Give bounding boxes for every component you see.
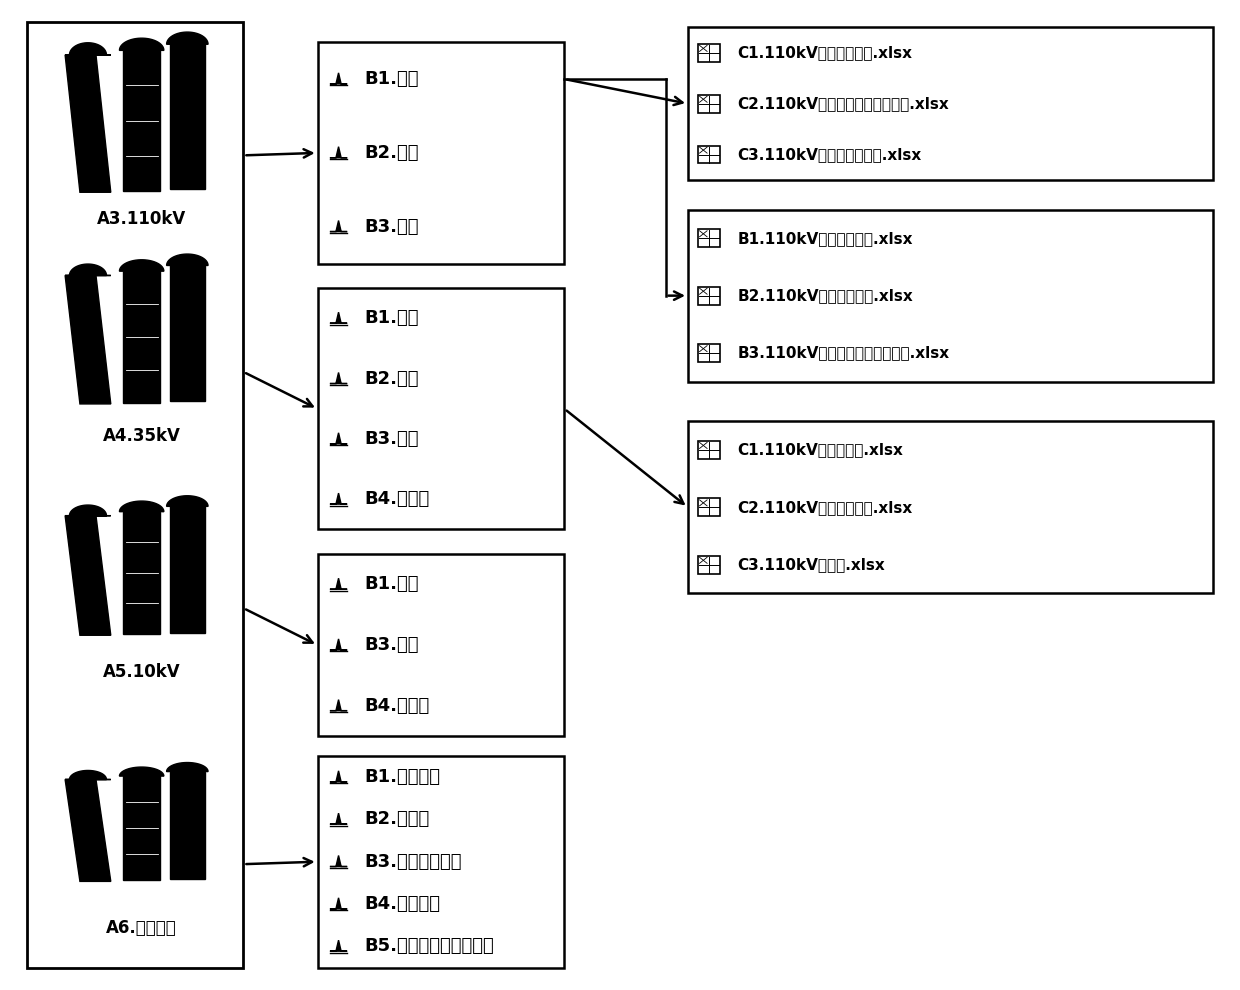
Text: B2.110kV双绕组变压器.xlsx: B2.110kV双绕组变压器.xlsx — [738, 288, 913, 303]
Polygon shape — [66, 275, 110, 404]
Bar — [698, 287, 720, 305]
Text: A4.35kV: A4.35kV — [103, 427, 181, 445]
Polygon shape — [330, 771, 347, 782]
Polygon shape — [170, 265, 205, 401]
Text: B1.线路: B1.线路 — [365, 70, 419, 88]
Polygon shape — [123, 50, 160, 191]
Polygon shape — [66, 264, 110, 275]
Polygon shape — [170, 45, 205, 189]
Bar — [688, 421, 1213, 593]
Polygon shape — [119, 259, 164, 271]
Polygon shape — [166, 32, 208, 45]
Polygon shape — [166, 254, 208, 265]
Text: B1.线路: B1.线路 — [365, 575, 419, 593]
Text: C1.110kV内桥断路器.xlsx: C1.110kV内桥断路器.xlsx — [738, 443, 903, 457]
Polygon shape — [330, 312, 347, 324]
Bar — [317, 554, 564, 737]
Bar — [698, 44, 720, 61]
Text: B2.主变: B2.主变 — [365, 369, 419, 388]
Bar — [688, 210, 1213, 382]
Polygon shape — [330, 700, 347, 711]
Polygon shape — [330, 855, 347, 866]
Polygon shape — [119, 39, 164, 50]
Text: B3.母线: B3.母线 — [365, 218, 419, 236]
Text: B1.110kV三绕组变压器.xlsx: B1.110kV三绕组变压器.xlsx — [738, 231, 913, 246]
Polygon shape — [66, 43, 110, 55]
Bar — [317, 756, 564, 967]
Polygon shape — [330, 813, 347, 825]
Polygon shape — [330, 221, 347, 232]
Text: B5.小电流接地选线装置: B5.小电流接地选线装置 — [365, 938, 495, 955]
Text: B3.低频低压减载: B3.低频低压减载 — [365, 852, 463, 871]
Text: A3.110kV: A3.110kV — [97, 210, 186, 229]
Polygon shape — [330, 147, 347, 157]
Text: A5.10kV: A5.10kV — [103, 663, 181, 681]
Bar — [698, 230, 720, 248]
Polygon shape — [66, 505, 110, 516]
Polygon shape — [170, 771, 205, 879]
Text: C3.110kV单母线.xlsx: C3.110kV单母线.xlsx — [738, 557, 885, 572]
Polygon shape — [123, 776, 160, 880]
Bar — [317, 43, 564, 263]
Polygon shape — [166, 762, 208, 771]
Bar — [698, 345, 720, 362]
Bar — [27, 23, 243, 967]
Polygon shape — [66, 55, 110, 192]
Text: B3.母线: B3.母线 — [365, 637, 419, 654]
Text: B3.110kV内桥接线三绕组变压器.xlsx: B3.110kV内桥接线三绕组变压器.xlsx — [738, 346, 950, 360]
Polygon shape — [123, 271, 160, 403]
Text: B2.主变: B2.主变 — [365, 144, 419, 162]
Polygon shape — [66, 779, 110, 881]
Text: B4.站用变: B4.站用变 — [365, 490, 430, 508]
Polygon shape — [66, 516, 110, 636]
Bar — [698, 95, 720, 113]
Text: B4.站用变: B4.站用变 — [365, 697, 430, 715]
Polygon shape — [119, 767, 164, 776]
Text: C1.110kV内桥线路间隔.xlsx: C1.110kV内桥线路间隔.xlsx — [738, 46, 913, 60]
Polygon shape — [330, 639, 347, 650]
Polygon shape — [330, 578, 347, 589]
Polygon shape — [330, 372, 347, 383]
Polygon shape — [166, 496, 208, 506]
Polygon shape — [330, 898, 347, 909]
Polygon shape — [330, 433, 347, 444]
Text: A6.公共部分: A6.公共部分 — [107, 919, 177, 938]
Bar — [698, 498, 720, 516]
Bar — [317, 288, 564, 530]
Polygon shape — [123, 512, 160, 634]
Bar — [698, 555, 720, 573]
Text: B1.直流系统: B1.直流系统 — [365, 768, 440, 786]
Bar — [688, 28, 1213, 180]
Text: B1.线路: B1.线路 — [365, 310, 419, 328]
Text: B2.备自投: B2.备自投 — [365, 811, 430, 829]
Text: B3.母线: B3.母线 — [365, 430, 419, 448]
Polygon shape — [66, 770, 110, 779]
Text: B4.电容器组: B4.电容器组 — [365, 895, 440, 913]
Polygon shape — [330, 940, 347, 951]
Bar — [698, 441, 720, 458]
Text: C2.110kV双母线带旁母.xlsx: C2.110kV双母线带旁母.xlsx — [738, 500, 913, 515]
Polygon shape — [170, 506, 205, 633]
Text: C2.110kV双母线带旁母线路间隔.xlsx: C2.110kV双母线带旁母线路间隔.xlsx — [738, 96, 949, 111]
Polygon shape — [330, 73, 347, 84]
Bar — [698, 146, 720, 163]
Text: C3.110kV单母线线路间隔.xlsx: C3.110kV单母线线路间隔.xlsx — [738, 148, 921, 162]
Polygon shape — [330, 493, 347, 504]
Polygon shape — [119, 501, 164, 512]
